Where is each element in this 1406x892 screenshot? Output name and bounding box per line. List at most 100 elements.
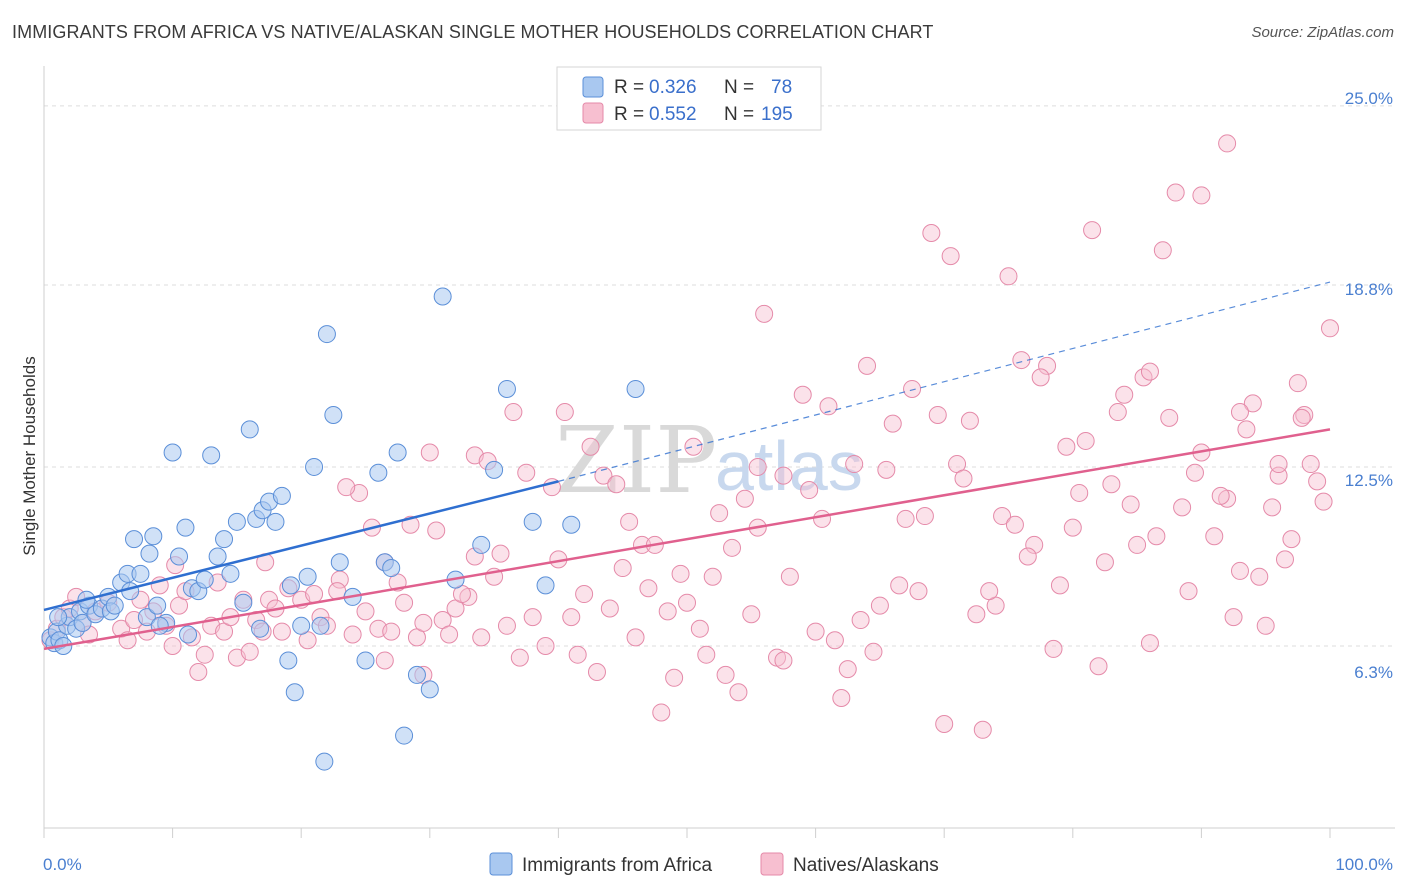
pink-point xyxy=(748,457,767,476)
pink-point xyxy=(472,628,491,647)
pink-point xyxy=(735,489,754,508)
pink-point xyxy=(973,720,992,739)
pink-point xyxy=(825,631,844,650)
pink-point xyxy=(838,660,857,679)
pink-point xyxy=(1256,616,1275,635)
pink-point xyxy=(382,622,401,641)
pink-point xyxy=(1083,221,1102,240)
y-tick-label-25-0: 25.0% xyxy=(1345,89,1393,108)
pink-point xyxy=(832,689,851,708)
blue-point xyxy=(324,405,343,424)
blue-point xyxy=(420,680,439,699)
pink-point xyxy=(555,403,574,422)
pink-point xyxy=(1140,634,1159,653)
pink-point xyxy=(1179,582,1198,601)
pink-point xyxy=(536,637,555,656)
pink-point xyxy=(639,579,658,598)
pink-point xyxy=(665,668,684,687)
blue-point xyxy=(369,463,388,482)
trend-lines xyxy=(43,281,1331,651)
blue-point xyxy=(311,616,330,635)
pink-point xyxy=(523,608,542,627)
blue-series-points xyxy=(41,287,645,771)
pink-point xyxy=(780,567,799,586)
pink-point xyxy=(1230,561,1249,580)
blue-point xyxy=(144,527,163,546)
blue-point xyxy=(272,486,291,505)
pink-point xyxy=(504,403,523,422)
pink-point xyxy=(671,564,690,583)
pink-point xyxy=(594,466,613,485)
blue-point xyxy=(150,616,169,635)
blue-point xyxy=(73,613,92,632)
legend-blue-r-label: R = xyxy=(614,77,644,98)
pink-point xyxy=(742,605,761,624)
y-tick-label-18-8: 18.8% xyxy=(1345,280,1393,299)
blue-point xyxy=(315,752,334,771)
pink-point xyxy=(858,356,877,375)
pink-point xyxy=(195,645,214,664)
pink-point xyxy=(864,642,883,661)
blue-point xyxy=(472,535,491,554)
pink-point xyxy=(600,599,619,618)
pink-point xyxy=(1192,186,1211,205)
blue-point xyxy=(298,567,317,586)
pink-point xyxy=(440,625,459,644)
blue-point xyxy=(221,564,240,583)
pink-point xyxy=(658,602,677,621)
pink-point xyxy=(1173,498,1192,517)
pink-point xyxy=(928,405,947,424)
pink-point xyxy=(1038,356,1057,375)
blue-point xyxy=(234,593,253,612)
legend-pink-n-value: 195 xyxy=(761,104,793,125)
pink-point xyxy=(491,544,510,563)
legend-blue-n-value: 78 xyxy=(771,77,792,98)
blue-point xyxy=(176,518,195,537)
pink-point xyxy=(703,567,722,586)
blue-trend-extension xyxy=(558,281,1331,482)
blue-point xyxy=(163,443,182,462)
pink-point xyxy=(774,466,793,485)
blue-point xyxy=(305,457,324,476)
watermark-atlas: atlas xyxy=(715,427,863,505)
pink-point xyxy=(883,414,902,433)
blue-point xyxy=(388,443,407,462)
blue-point xyxy=(131,564,150,583)
blue-point xyxy=(266,512,285,531)
pink-point xyxy=(1314,492,1333,511)
pink-point xyxy=(903,379,922,398)
pink-point xyxy=(1205,527,1224,546)
legend-pink-r-value: 0.552 xyxy=(649,104,697,125)
pink-point xyxy=(562,608,581,627)
pink-point xyxy=(607,475,626,494)
pink-point xyxy=(343,625,362,644)
pink-point xyxy=(999,267,1018,286)
pink-point xyxy=(716,665,735,684)
blue-point xyxy=(137,608,156,627)
pink-point xyxy=(1076,431,1095,450)
pink-point xyxy=(427,521,446,540)
source-credit: Source: ZipAtlas.com xyxy=(1251,24,1394,41)
pink-point xyxy=(896,509,915,528)
bottom-legend-pink-label: Natives/Alaskans xyxy=(793,855,939,876)
legend-blue-r-value: 0.326 xyxy=(649,77,697,98)
pink-point xyxy=(890,576,909,595)
pink-point xyxy=(613,559,632,578)
pink-point xyxy=(684,437,703,456)
pink-point xyxy=(793,385,812,404)
blue-point xyxy=(240,420,259,439)
pink-point xyxy=(877,460,896,479)
pink-point xyxy=(755,304,774,323)
pink-point xyxy=(626,628,645,647)
pink-point xyxy=(305,585,324,604)
pink-point xyxy=(1218,134,1237,153)
watermark-zip: ZIP xyxy=(555,407,717,514)
pink-point xyxy=(1185,463,1204,482)
blue-point xyxy=(523,512,542,531)
pink-point xyxy=(1044,639,1063,658)
blue-point xyxy=(208,547,227,566)
blue-point xyxy=(356,651,375,670)
pink-point xyxy=(1153,241,1172,260)
pink-point xyxy=(1224,608,1243,627)
